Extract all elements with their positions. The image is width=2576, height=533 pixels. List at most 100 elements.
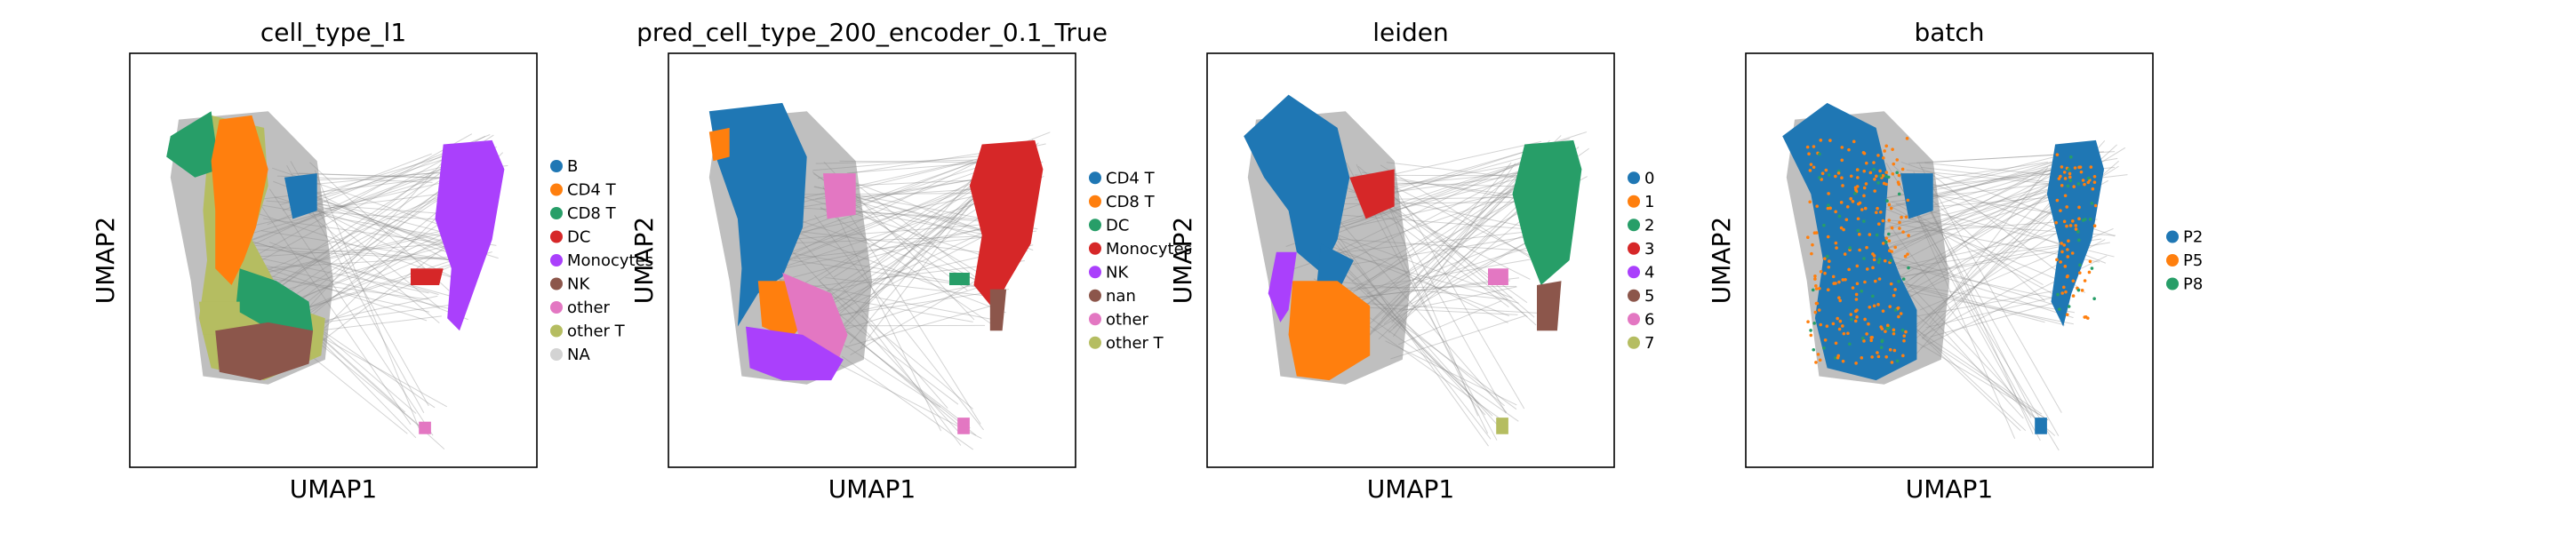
cell-point	[1892, 293, 1896, 298]
cell-point	[1860, 208, 1864, 211]
edge-line	[1918, 163, 2062, 413]
cell-point	[1831, 274, 1836, 279]
legend-marker	[550, 160, 563, 172]
legend-marker	[550, 183, 563, 196]
cell-point	[1845, 205, 1850, 209]
edge-line	[1393, 163, 1527, 187]
cell-point	[2071, 279, 2076, 283]
cell-point	[1834, 341, 1838, 346]
cell-point	[1879, 346, 1884, 349]
cell-point	[1839, 226, 1844, 230]
legend-label: NK	[567, 275, 590, 294]
cell-point	[2072, 185, 2076, 188]
cell-point	[2061, 285, 2066, 290]
cell-point	[1877, 258, 1882, 261]
cell-point	[1812, 231, 1817, 235]
cell-point	[2073, 166, 2077, 170]
cell-point	[1892, 328, 1896, 332]
cell-point	[1891, 147, 1894, 151]
y-axis-label: UMAP2	[1707, 217, 1736, 305]
cell-point	[1889, 282, 1893, 286]
cell-point	[1826, 235, 1830, 239]
cluster-other	[823, 173, 856, 219]
cell-point	[1814, 287, 1819, 290]
legend-marker	[2166, 254, 2179, 266]
cell-point	[1868, 233, 1872, 236]
edge-line	[844, 152, 1003, 208]
cell-point	[1827, 265, 1831, 269]
legend-marker	[1089, 219, 1101, 232]
cluster-dc	[949, 273, 970, 285]
edge-line	[849, 195, 973, 344]
cell-point	[1890, 250, 1893, 253]
cell-point	[1874, 174, 1878, 179]
edge-line	[1385, 340, 1517, 406]
cell-point	[2079, 170, 2084, 174]
cell-point	[1857, 233, 1861, 236]
cell-point	[1895, 158, 1900, 162]
cell-point	[1818, 176, 1821, 179]
cell-point	[1870, 355, 1874, 359]
edge-line	[1389, 203, 1528, 304]
legend-label: 6	[1644, 310, 1654, 329]
cell-point	[1844, 277, 1847, 282]
edge-line	[842, 355, 974, 450]
cell-point	[1899, 312, 1903, 315]
edge-line	[1398, 229, 1550, 311]
cell-point	[1843, 252, 1847, 256]
cluster-nan	[989, 289, 1007, 331]
cell-point	[2081, 179, 2085, 182]
cell-point	[2055, 258, 2059, 262]
cell-point	[1855, 315, 1859, 319]
cell-point	[1823, 338, 1828, 342]
cell-point	[2063, 194, 2068, 198]
cell-point	[1868, 171, 1873, 175]
cell-point	[1805, 235, 1810, 240]
legend-label: 3	[1644, 240, 1654, 259]
cell-point	[1854, 187, 1858, 192]
edge-line	[1380, 164, 1532, 259]
cell-point	[1876, 303, 1880, 306]
cell-point	[1897, 314, 1900, 319]
cluster-other	[782, 273, 848, 369]
legend-label: CD4 T	[1106, 169, 1156, 187]
legend: CD4 T CD8 T DC Monocytes NK nan other other T	[1089, 169, 1192, 353]
edge-line	[321, 295, 438, 322]
cell-point	[2057, 177, 2061, 180]
cell-point	[1882, 155, 1885, 160]
legend-label: 7	[1644, 334, 1654, 353]
cell-point	[1856, 228, 1860, 233]
panel-title: leiden	[1372, 18, 1449, 47]
legend-marker	[1089, 289, 1101, 302]
cell-point	[2060, 291, 2065, 295]
cell-point	[1885, 323, 1890, 328]
cell-point	[1890, 361, 1894, 364]
cell-point	[2060, 183, 2064, 187]
cluster-2	[1512, 139, 1582, 285]
cell-point	[1850, 317, 1853, 322]
cell-point	[1834, 356, 1837, 360]
cell-point	[1869, 336, 1874, 339]
edge-line	[1921, 337, 2049, 421]
cell-point	[1854, 292, 1859, 297]
cell-point	[1876, 181, 1880, 185]
cell-point	[1880, 339, 1884, 344]
cluster-1	[1288, 281, 1371, 381]
cell-point	[2077, 205, 2081, 210]
cell-point	[1878, 169, 1882, 173]
cell-point	[2055, 198, 2060, 203]
cell-point	[2092, 174, 2097, 179]
legend-label: nan	[1106, 287, 1136, 306]
cell-point	[1849, 174, 1853, 179]
cell-point	[1825, 254, 1829, 259]
cell-point	[1892, 162, 1896, 166]
cell-point	[2086, 176, 2091, 180]
legend-marker	[550, 230, 563, 243]
legend-label: other T	[567, 322, 626, 341]
cell-point	[2083, 279, 2087, 282]
legend-label: 0	[1644, 169, 1654, 187]
cell-point	[1878, 174, 1883, 178]
legend-label: other	[1106, 310, 1149, 329]
cell-point	[1818, 152, 1821, 156]
cell-point	[1876, 260, 1881, 265]
